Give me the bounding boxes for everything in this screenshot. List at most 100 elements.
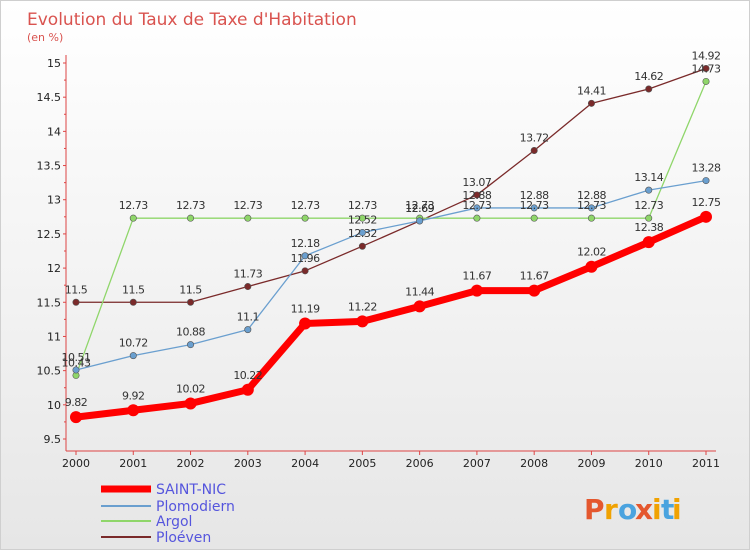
data-label: 12.73 [462,199,491,212]
data-label: 11.67 [520,270,549,283]
y-tick-label: 12 [47,262,61,275]
y-tick-label: 14 [47,125,61,138]
data-point [528,284,541,297]
data-point [413,300,426,313]
data-label: 14.73 [692,62,721,75]
data-point [473,204,481,212]
legend-label: Ploéven [156,530,211,546]
data-point [587,214,595,222]
x-tick-label: 2006 [406,457,434,470]
data-point [645,214,653,222]
legend-label: Argol [156,514,192,530]
data-label: 10.72 [119,337,148,350]
x-tick-label: 2008 [520,457,548,470]
y-tick-label: 9.5 [44,433,62,446]
y-tick-label: 10 [47,399,61,412]
data-point [127,404,140,417]
data-label: 11.67 [462,270,491,283]
data-point [70,411,82,424]
data-point [700,210,712,223]
chart-subtitle: (en %) [27,31,63,44]
brand-letter: P [584,493,605,526]
data-label: 11.73 [233,268,262,281]
data-point [470,284,483,297]
legend-label: SAINT-NIC [156,482,226,498]
data-label: 12.38 [634,221,663,234]
legend-label: Plomodiern [156,499,235,515]
data-point [301,214,309,222]
x-tick-label: 2010 [635,457,663,470]
data-label: 11.1 [237,311,260,324]
data-point [129,214,137,222]
data-label: 12.02 [577,246,606,259]
data-point [587,99,595,107]
data-label: 10.02 [176,382,205,395]
data-label: 9.82 [65,396,88,409]
data-label: 14.62 [634,70,663,83]
data-point [129,352,137,360]
x-tick-label: 2003 [234,457,262,470]
data-label: 13.72 [520,132,549,145]
brand-letter: o [618,493,637,526]
data-label: 10.22 [233,369,262,382]
data-point [702,177,710,185]
data-point [645,85,653,93]
y-tick-label: 15 [47,57,61,70]
series-line-argol [75,81,707,376]
data-point [356,315,369,328]
data-point [530,147,538,155]
data-label: 13.07 [462,176,491,189]
brand-letter: r [604,493,618,526]
data-labels: 9.82 9.92 10.02 10.22 11.19 11.22 11.44 11.67 11… [62,49,722,409]
data-point [244,326,252,334]
brand-letter: i [652,493,662,526]
y-tick-label: 10.5 [37,365,62,378]
axes: 9.5 10 10.5 11 11.5 12 12.5 13 13.5 14 14.5 15 2000 2… [37,55,720,470]
x-tick-label: 2009 [577,457,605,470]
series-line-saint-nic [75,213,708,421]
data-point [187,214,195,222]
data-label: 12.73 [291,199,320,212]
x-tick-label: 2002 [177,457,205,470]
brand-letter: i [672,493,682,526]
data-point [299,317,312,330]
data-point [244,283,252,291]
data-label: 11.44 [405,285,434,298]
data-point [358,214,366,222]
data-label: 12.69 [405,202,434,215]
data-label: 11.5 [122,283,145,296]
series-line-plomodiern [75,179,707,371]
data-point [473,214,481,222]
data-label: 11.5 [179,283,202,296]
y-tick-label: 14.5 [37,91,62,104]
y-tick-label: 13 [47,194,61,207]
data-label: 12.88 [462,189,491,202]
data-point [645,186,653,194]
data-point [301,267,309,275]
data-label: 10.43 [62,356,91,369]
data-point [184,397,197,410]
data-point [642,236,655,249]
data-label: 13.14 [634,171,663,184]
y-tick-label: 12.5 [37,228,62,241]
data-label: 12.32 [348,227,377,240]
data-label: 10.51 [62,351,91,364]
x-tick-label: 2005 [348,457,376,470]
y-tick-label: 13.5 [37,160,62,173]
data-point [702,77,710,85]
data-label: 12.88 [520,189,549,202]
data-point [587,204,595,212]
x-tick-label: 2004 [291,457,319,470]
data-label: 11.19 [291,302,320,315]
data-point [241,383,254,396]
data-label: 13.28 [692,162,721,175]
data-label: 11.22 [348,300,377,313]
data-label: 11.96 [291,252,320,265]
data-label: 14.41 [577,84,606,97]
data-label: 10.88 [176,326,205,339]
brand-letter: x [635,493,653,526]
data-label: 12.88 [577,189,606,202]
data-point [187,341,195,349]
